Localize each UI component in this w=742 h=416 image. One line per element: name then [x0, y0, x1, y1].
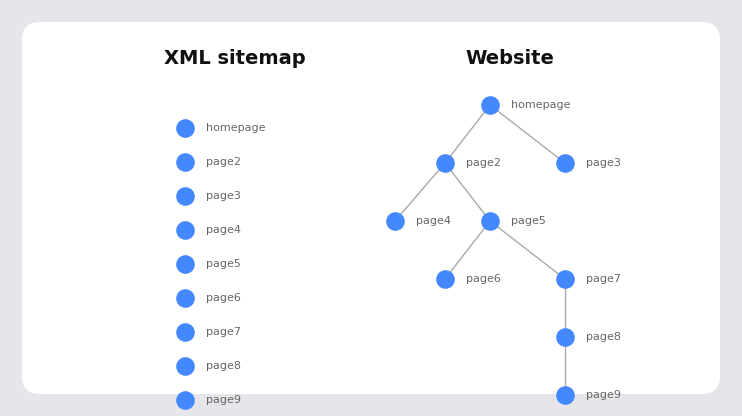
Point	[559, 276, 571, 282]
Point	[179, 261, 191, 267]
Text: page5: page5	[511, 216, 546, 226]
Point	[179, 158, 191, 165]
Text: homepage: homepage	[511, 100, 571, 110]
Text: page7: page7	[206, 327, 241, 337]
Text: homepage: homepage	[206, 123, 266, 133]
Text: page2: page2	[466, 158, 501, 168]
Point	[559, 392, 571, 399]
Point	[389, 218, 401, 224]
Text: page4: page4	[416, 216, 451, 226]
Point	[484, 218, 496, 224]
Point	[439, 160, 451, 166]
Text: page9: page9	[586, 390, 621, 400]
Text: page5: page5	[206, 259, 241, 269]
Text: page3: page3	[206, 191, 241, 201]
Point	[179, 125, 191, 131]
Text: page4: page4	[206, 225, 241, 235]
Point	[179, 363, 191, 369]
Point	[179, 397, 191, 404]
FancyBboxPatch shape	[22, 22, 720, 394]
Text: page8: page8	[206, 361, 241, 371]
Point	[559, 160, 571, 166]
Text: page6: page6	[466, 274, 501, 284]
Point	[179, 193, 191, 199]
Text: page8: page8	[586, 332, 621, 342]
Text: page2: page2	[206, 157, 241, 167]
Point	[179, 329, 191, 335]
Point	[439, 276, 451, 282]
Point	[484, 102, 496, 108]
Point	[179, 227, 191, 233]
Text: Website: Website	[465, 49, 554, 67]
Text: page9: page9	[206, 395, 241, 405]
Point	[559, 334, 571, 340]
Text: page6: page6	[206, 293, 241, 303]
Text: XML sitemap: XML sitemap	[164, 49, 306, 67]
Point	[179, 295, 191, 301]
Text: page3: page3	[586, 158, 621, 168]
Text: page7: page7	[586, 274, 621, 284]
